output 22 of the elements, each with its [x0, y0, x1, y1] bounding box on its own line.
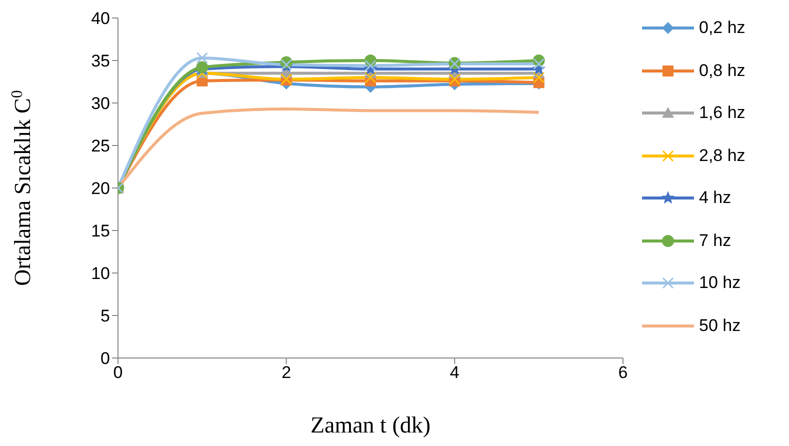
y-tick-label: 40	[91, 9, 110, 28]
y-tick-label: 20	[91, 179, 110, 198]
y-tick-label: 15	[91, 222, 110, 241]
legend-label: 4 hz	[699, 188, 732, 208]
legend-label: 1,6 hz	[699, 103, 746, 123]
legend-label: 0,2 hz	[699, 18, 746, 38]
x-axis-title: Zaman t (dk)	[310, 412, 431, 438]
x-tick-label: 2	[282, 363, 292, 382]
legend-label: 7 hz	[699, 230, 732, 250]
y-tick-label: 30	[91, 94, 110, 114]
y-tick-label: 10	[91, 264, 110, 284]
legend-label: 10 hz	[699, 273, 741, 293]
legend-label: 0,8 hz	[699, 60, 746, 80]
y-tick-label: 5	[100, 306, 110, 326]
x-tick-label: 6	[618, 363, 628, 382]
legend-label: 50 hz	[699, 316, 741, 336]
legend-label: 2,8 hz	[699, 146, 746, 166]
y-tick-label: 35	[91, 52, 110, 71]
y-tick-label: 0	[100, 349, 110, 368]
y-tick-label: 25	[91, 136, 110, 156]
x-tick-label: 0	[113, 363, 123, 382]
x-tick-label: 4	[450, 363, 460, 382]
